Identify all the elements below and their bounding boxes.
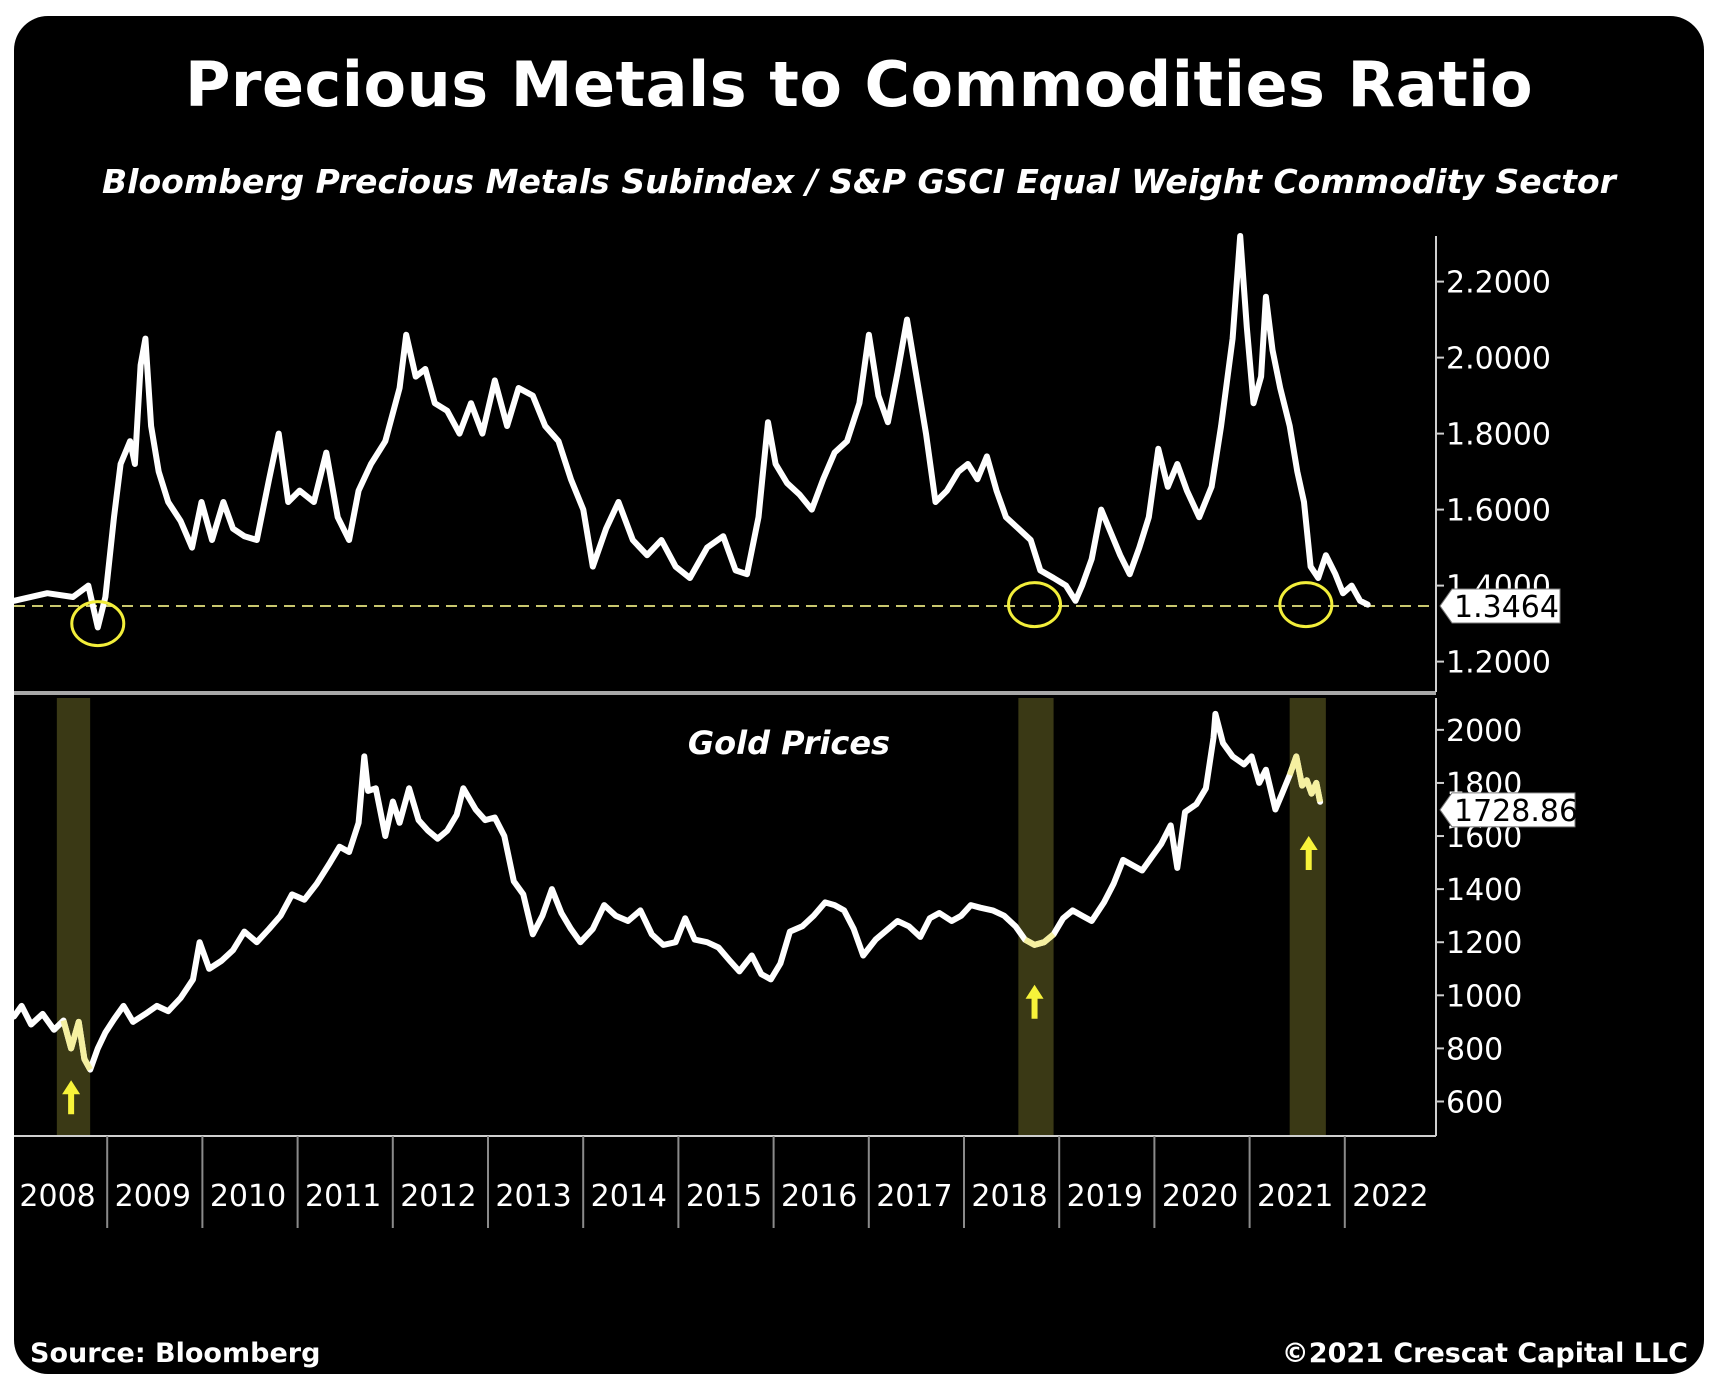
- low-circle-marker-1: [1007, 581, 1063, 629]
- low-circle-marker-2: [1278, 581, 1334, 629]
- bottom-y-tick-label-1400: 1400: [1446, 873, 1522, 908]
- chart-svg: 2008 2009 2010 2011 2012 2013 2014 2015 2016 2017…: [14, 233, 1578, 1228]
- panel-divider: [14, 691, 1436, 695]
- x-tick-label-2008: 2008: [19, 1179, 95, 1214]
- top-y-tick-label-2.0000: 2.0000: [1446, 342, 1551, 377]
- bottom-y-tick-label-2000: 2000: [1446, 714, 1522, 749]
- x-tick-label-2021: 2021: [1257, 1179, 1333, 1214]
- top-y-tick-label-1.8000: 1.8000: [1446, 418, 1551, 453]
- shaded-period-2: [1289, 698, 1326, 1136]
- x-tick-label-2010: 2010: [210, 1179, 286, 1214]
- gold-highlight-segment-1: [1023, 931, 1056, 948]
- chart-subtitle: Bloomberg Precious Metals Subindex / S&P…: [102, 162, 1616, 201]
- x-tick-label-2012: 2012: [400, 1179, 476, 1214]
- bottom-y-tick-label-800: 800: [1446, 1032, 1503, 1067]
- x-tick-label-2020: 2020: [1162, 1179, 1238, 1214]
- gold-highlight-segment-2: [1286, 753, 1324, 803]
- top-last-value-flag-box: [1439, 588, 1561, 624]
- bottom-y-tick-label-1200: 1200: [1446, 926, 1522, 961]
- gold-panel-title: Gold Prices: [688, 724, 890, 762]
- x-tick-label-2011: 2011: [305, 1179, 381, 1214]
- bottom-last-value-flag-box: [1439, 792, 1576, 828]
- ratio-series-line: [14, 233, 1371, 631]
- up-arrow-icon-2: [1299, 836, 1318, 871]
- x-tick-label-2016: 2016: [781, 1179, 857, 1214]
- up-arrow-icon-1: [1025, 984, 1044, 1019]
- x-tick-label-2019: 2019: [1067, 1179, 1143, 1214]
- copyright-note: ©2021 Crescat Capital LLC: [1281, 1338, 1688, 1369]
- x-tick-label-2022: 2022: [1352, 1179, 1428, 1214]
- bottom-last-value-flag: 1728.86: [1439, 792, 1578, 829]
- gold-highlight-segment-0: [60, 1018, 93, 1072]
- chart-title: Precious Metals to Commodities Ratio: [184, 48, 1534, 121]
- top-last-value-flag: 1.3464: [1439, 588, 1561, 625]
- x-tick-label-2017: 2017: [876, 1179, 952, 1214]
- top-last-value-flag-text: 1.3464: [1454, 590, 1559, 625]
- x-tick-label-2015: 2015: [686, 1179, 762, 1214]
- bottom-y-tick-label-1000: 1000: [1446, 979, 1522, 1014]
- shaded-period-1: [1018, 698, 1054, 1136]
- gold-series-line: [14, 710, 1324, 1073]
- chart-frame: 2008 2009 2010 2011 2012 2013 2014 2015 2016 2017…: [14, 16, 1704, 1374]
- top-y-tick-label-1.2000: 1.2000: [1446, 646, 1551, 681]
- x-tick-label-2014: 2014: [591, 1179, 667, 1214]
- top-y-tick-label-1.6000: 1.6000: [1446, 494, 1551, 529]
- bottom-last-value-flag-text: 1728.86: [1454, 794, 1578, 829]
- low-circle-marker-0: [70, 600, 126, 648]
- x-tick-label-2018: 2018: [971, 1179, 1047, 1214]
- x-tick-label-2009: 2009: [115, 1179, 191, 1214]
- x-tick-label-2013: 2013: [495, 1179, 571, 1214]
- bottom-y-tick-label-600: 600: [1446, 1085, 1503, 1120]
- top-y-tick-label-2.2000: 2.2000: [1446, 266, 1551, 301]
- shaded-period-0: [56, 698, 91, 1136]
- up-arrow-icon-0: [62, 1080, 81, 1115]
- source-note: Source: Bloomberg: [30, 1338, 321, 1369]
